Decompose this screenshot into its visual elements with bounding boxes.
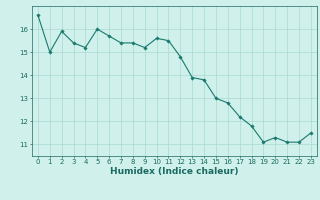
X-axis label: Humidex (Indice chaleur): Humidex (Indice chaleur) [110, 167, 239, 176]
